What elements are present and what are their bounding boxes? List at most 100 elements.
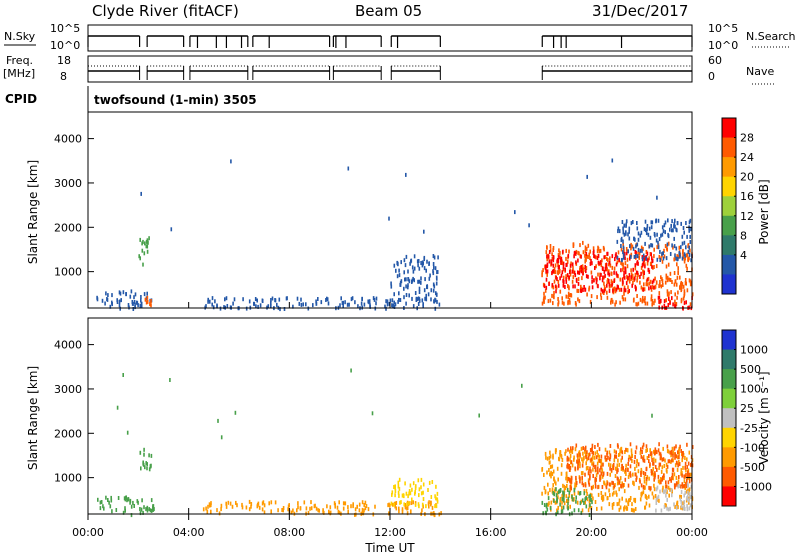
- scatter-cell: [434, 306, 437, 311]
- scatter-cell: [655, 449, 657, 454]
- scatter-cell: [562, 490, 564, 495]
- scatter-cell: [660, 233, 662, 238]
- scatter-cell: [691, 445, 694, 449]
- scatter-cell: [615, 262, 618, 267]
- scatter-cell: [597, 485, 599, 490]
- scatter-cell: [660, 275, 662, 280]
- scatter-cell: [582, 250, 585, 255]
- scatter-cell: [674, 299, 676, 304]
- scatter-cell: [553, 489, 556, 494]
- scatter-cell: [393, 263, 396, 268]
- scatter-cell: [657, 240, 659, 245]
- scatter-cell: [550, 470, 552, 475]
- scatter-cell: [555, 493, 558, 498]
- scatter-cell: [665, 462, 668, 467]
- scatter-cell: [274, 298, 277, 303]
- scatter-cell: [571, 511, 573, 516]
- scatter-cell: [292, 304, 294, 309]
- scatter-cell: [403, 258, 406, 263]
- scatter-cell: [652, 472, 655, 477]
- scatter-outlier: [521, 383, 523, 388]
- scatter-cell: [672, 458, 674, 463]
- scatter-cell: [583, 491, 586, 496]
- scatter-cell: [610, 467, 613, 472]
- scatter-cell: [559, 289, 562, 294]
- scatter-cell: [232, 301, 234, 306]
- scatter-cell: [597, 272, 599, 277]
- scatter-cell: [599, 276, 601, 281]
- scatter-cell: [557, 297, 559, 301]
- scatter-cell: [686, 442, 688, 447]
- scatter-cell: [549, 460, 551, 465]
- scatter-cell: [612, 502, 615, 506]
- scatter-cell: [637, 462, 640, 467]
- scatter-cell: [254, 297, 257, 301]
- scatter-cell: [588, 494, 590, 499]
- scatter-cell: [340, 296, 342, 301]
- scatter-cell: [569, 263, 572, 268]
- scatter-cell: [385, 299, 387, 304]
- scatter-cell: [659, 280, 661, 284]
- scatter-cell: [615, 454, 618, 459]
- scatter-cell: [683, 259, 686, 264]
- scatter-cell: [549, 298, 552, 303]
- colorbar-tick-label: 28: [740, 132, 754, 145]
- scatter-cell: [602, 275, 604, 280]
- scatter-cell: [554, 479, 556, 484]
- scatter-cell: [569, 504, 571, 509]
- scatter-cell: [630, 254, 632, 259]
- colorbar-tick-label: -1000: [740, 480, 772, 493]
- scatter-cell: [586, 292, 588, 297]
- scatter-cell: [229, 305, 232, 310]
- scatter-cell: [600, 471, 603, 476]
- scatter-cell: [658, 451, 661, 456]
- scatter-cell: [656, 467, 658, 472]
- scatter-cell: [572, 284, 574, 289]
- scatter-cell: [592, 496, 594, 501]
- scatter-cell: [648, 476, 650, 481]
- scatter-cell: [576, 288, 578, 293]
- scatter-cell: [568, 275, 570, 280]
- scatter-cell: [621, 295, 624, 300]
- scatter-cell: [597, 458, 600, 463]
- scatter-cell: [567, 498, 570, 503]
- scatter-cell: [666, 490, 668, 495]
- scatter-cell: [593, 455, 596, 460]
- scatter-cell: [152, 506, 154, 511]
- freq-tick-top: 18: [57, 54, 71, 67]
- scatter-cell: [130, 289, 133, 294]
- colorbar-swatch: [722, 137, 736, 158]
- cpid-label: CPID: [5, 92, 37, 106]
- scatter-cell: [543, 284, 546, 289]
- scatter-cell: [663, 504, 666, 509]
- scatter-cell: [678, 451, 680, 456]
- freq-label: Freq.: [6, 54, 33, 67]
- scatter-cell: [645, 231, 648, 236]
- scatter-cell: [617, 458, 619, 463]
- scatter-cell: [594, 500, 597, 504]
- scatter-cell: [541, 301, 544, 306]
- x-tick-label: 16:00: [475, 526, 507, 539]
- colorbar-tick-label: -25: [740, 422, 758, 435]
- colorbar-tick-label: -100: [740, 441, 765, 454]
- scatter-cell: [623, 285, 626, 290]
- scatter-cell: [660, 480, 662, 485]
- scatter-cell: [614, 257, 616, 262]
- scatter-cell: [618, 287, 621, 292]
- scatter-cell: [595, 280, 598, 285]
- scatter-cell: [676, 262, 678, 267]
- velocity-ylabel: Slant Range [km]: [26, 366, 40, 470]
- scatter-cell: [644, 296, 646, 301]
- scatter-cell: [603, 275, 605, 280]
- scatter-cell: [659, 249, 661, 254]
- scatter-cell: [683, 483, 685, 488]
- scatter-cell: [684, 490, 687, 495]
- scatter-cell: [594, 484, 597, 489]
- scatter-cell: [608, 450, 611, 455]
- scatter-cell: [629, 496, 632, 500]
- scatter-cell: [681, 454, 684, 459]
- scatter-cell: [552, 285, 555, 290]
- scatter-cell: [585, 257, 587, 262]
- scatter-cell: [420, 280, 422, 285]
